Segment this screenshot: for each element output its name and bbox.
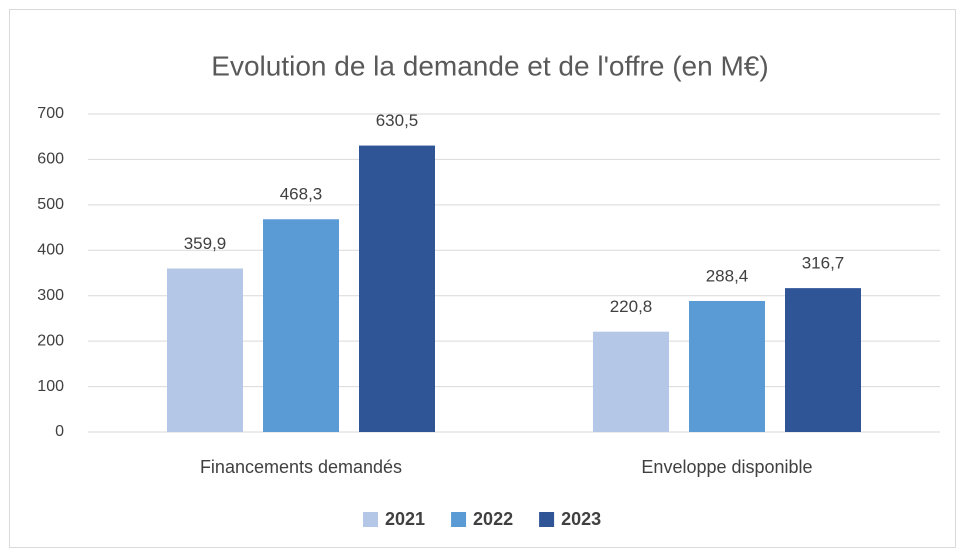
legend-label: 2023: [561, 509, 601, 529]
bar: [359, 145, 435, 432]
y-tick-label: 700: [37, 105, 64, 122]
legend-label: 2021: [385, 509, 425, 529]
y-tick-label: 200: [37, 332, 64, 349]
data-label: 316,7: [802, 254, 845, 273]
chart-border: [9, 9, 956, 548]
bar: [785, 288, 861, 432]
x-tick-label: Enveloppe disponible: [641, 457, 812, 477]
bar: [689, 300, 765, 432]
chart-title: Evolution de la demande et de l'offre (e…: [211, 50, 768, 81]
legend-label: 2022: [473, 509, 513, 529]
data-label: 220,8: [610, 297, 653, 316]
x-tick-label: Financements demandés: [200, 457, 402, 477]
y-tick-label: 500: [37, 196, 64, 213]
legend-swatch: [451, 512, 467, 527]
data-label: 630,5: [376, 111, 419, 130]
bar: [263, 219, 339, 432]
bar: [167, 268, 243, 432]
y-tick-label: 400: [37, 242, 64, 259]
y-tick-label: 0: [55, 423, 64, 440]
data-label: 288,4: [706, 266, 749, 285]
y-tick-label: 300: [37, 287, 64, 304]
data-label: 468,3: [280, 185, 323, 204]
bar: [593, 331, 669, 432]
data-label: 359,9: [184, 234, 227, 253]
legend-swatch: [539, 512, 555, 527]
y-tick-label: 100: [37, 378, 64, 395]
legend-swatch: [363, 512, 378, 527]
y-tick-label: 600: [37, 151, 64, 168]
